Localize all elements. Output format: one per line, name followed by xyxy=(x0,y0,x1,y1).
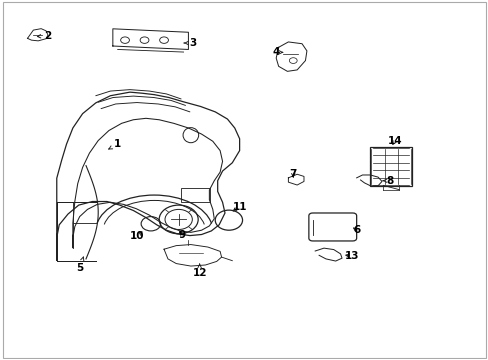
Text: 1: 1 xyxy=(108,139,121,149)
Text: 11: 11 xyxy=(232,202,246,212)
Text: 4: 4 xyxy=(271,47,282,57)
Text: 8: 8 xyxy=(383,176,393,186)
Text: 7: 7 xyxy=(289,168,296,179)
Text: 13: 13 xyxy=(344,251,358,261)
Text: 6: 6 xyxy=(352,225,360,235)
Text: 2: 2 xyxy=(37,31,52,41)
Text: 10: 10 xyxy=(130,231,144,240)
Text: 9: 9 xyxy=(178,230,185,239)
Text: 14: 14 xyxy=(386,136,401,146)
Text: 3: 3 xyxy=(183,38,197,48)
Text: 12: 12 xyxy=(192,264,206,278)
Text: 5: 5 xyxy=(76,257,83,273)
